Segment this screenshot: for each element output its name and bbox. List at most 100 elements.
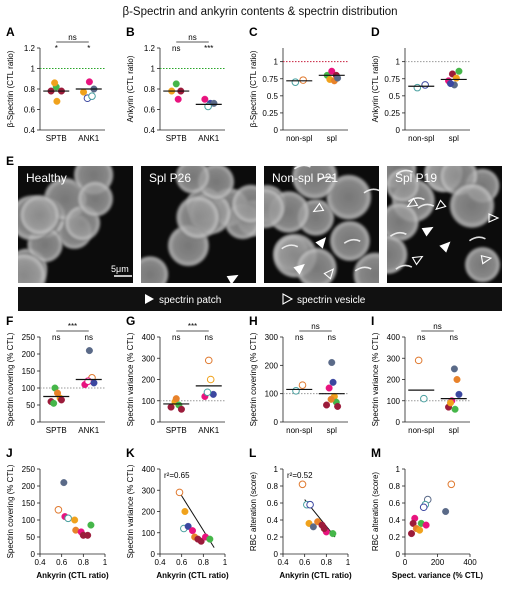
y-tick-label: 0.4 <box>389 516 401 525</box>
y-axis-label: Spectrin variance (% CTL) <box>126 464 135 558</box>
data-point <box>54 506 63 514</box>
legend-patch-label: spectrin patch <box>159 295 221 306</box>
data-point <box>90 379 98 387</box>
data-point <box>174 95 182 103</box>
significance-label: ns <box>295 333 303 342</box>
y-tick-label: 1.2 <box>24 44 36 53</box>
chart-G: G 0 100 200 300 400 Spectrin variance (% CTL) S… <box>126 314 225 435</box>
chart-D: D 0 0.25 0.5 0.75 1 Ankyrin (CTL ratio) non-spl… <box>371 25 470 143</box>
r-squared-annotation: r²=0.52 <box>287 471 313 480</box>
y-tick-label: 150 <box>22 367 36 376</box>
x-category-label: non-spl <box>286 426 312 435</box>
data-point <box>306 500 314 509</box>
spectrin-streak <box>468 236 486 242</box>
data-point <box>175 488 184 497</box>
y-tick-label: 50 <box>26 533 35 542</box>
data-point <box>421 81 429 89</box>
red-blood-cell <box>175 195 221 240</box>
panel-letter-B: B <box>126 25 135 39</box>
figure-title: β-Spectrin and ankyrin contents & spectr… <box>122 6 397 18</box>
panel-letter-L: L <box>249 446 256 460</box>
x-category-label: ANK1 <box>198 426 219 435</box>
y-tick-label: 0.2 <box>267 533 279 542</box>
y-tick-label: 300 <box>142 354 156 363</box>
y-tick-label: 0.25 <box>384 109 400 118</box>
significance-label: *** <box>68 322 77 331</box>
y-tick-label: 0 <box>151 550 156 559</box>
data-point <box>197 537 205 545</box>
scalebar-label: 5μm <box>111 264 129 274</box>
panel-letter-C: C <box>249 25 258 39</box>
panel-letter-E: E <box>6 154 14 168</box>
red-blood-cell <box>231 184 256 224</box>
data-point <box>323 401 331 409</box>
x-category-label: SPTB <box>166 426 187 435</box>
spectrin-streak <box>363 188 379 194</box>
red-blood-cell <box>264 187 286 229</box>
spectrin-streak <box>407 197 425 203</box>
data-point <box>51 79 59 87</box>
panel-letter-J: J <box>6 446 13 460</box>
red-blood-cell <box>19 194 61 236</box>
data-point <box>325 384 333 392</box>
micrograph-3 <box>264 166 379 283</box>
image-label: Spl P26 <box>149 171 191 185</box>
image-label: Healthy <box>26 171 67 185</box>
y-axis-label: Spectrin covering (% CTL) <box>6 332 15 426</box>
spectrin-patch-arrow <box>421 226 434 237</box>
x-axis-label: Ankyrin (CTL ratio) <box>156 571 229 580</box>
y-tick-label: 100 <box>22 516 36 525</box>
y-axis-label: β-Spectrin (CTL ratio) <box>249 50 258 127</box>
y-tick-label: 100 <box>142 529 156 538</box>
spectrin-vesicle-arrow <box>488 213 500 223</box>
data-point <box>452 74 460 82</box>
x-category-label: spl <box>327 426 337 435</box>
y-axis-label: Ankyrin (CTL ratio) <box>371 55 380 122</box>
chart-F: F 0 50 100 150 200 250 Spectrin covering (% CTL… <box>6 314 105 435</box>
y-tick-label: 0.6 <box>144 106 156 115</box>
panel-letter-A: A <box>6 25 15 39</box>
red-blood-cell <box>387 202 420 242</box>
y-tick-label: 1 <box>274 58 279 67</box>
data-point <box>60 479 68 487</box>
x-tick-label: 0.4 <box>277 558 289 567</box>
y-tick-label: 100 <box>387 397 401 406</box>
spectrin-patch-arrow <box>439 241 451 253</box>
data-point <box>206 375 215 384</box>
red-blood-cell <box>464 246 501 283</box>
legend-patch-symbol <box>145 294 154 304</box>
y-tick-label: 400 <box>142 465 156 474</box>
y-tick-label: 200 <box>265 361 279 370</box>
x-axis-label: Spect. variance (% CTL) <box>392 571 483 580</box>
data-point <box>414 356 423 365</box>
y-axis-label: RBC alteration (score) <box>249 472 258 551</box>
y-tick-label: 150 <box>22 499 36 508</box>
panel-letter-D: D <box>371 25 380 39</box>
spectrin-vesicle-arrow <box>435 199 447 211</box>
data-point <box>210 99 218 107</box>
y-tick-label: 100 <box>265 390 279 399</box>
data-point <box>408 530 416 538</box>
y-tick-label: 200 <box>142 508 156 517</box>
image-label: Non-spl P21 <box>272 171 338 185</box>
cells <box>387 166 501 283</box>
x-category-label: ANK1 <box>78 134 99 143</box>
data-point <box>298 381 307 389</box>
significance-label: ns <box>450 333 458 342</box>
data-point <box>413 83 422 92</box>
data-point <box>80 88 88 96</box>
y-tick-label: 0 <box>274 550 279 559</box>
data-point <box>447 480 456 489</box>
chart-H: H 0 100 200 300 Spectrin covering (% CTL) non-… <box>249 314 348 435</box>
y-tick-label: 0 <box>396 550 401 559</box>
spectrin-streak <box>395 264 413 270</box>
significance-label: ns <box>205 333 213 342</box>
spectrin-patch-arrow <box>293 263 305 275</box>
spectrin-vesicle-arrow <box>406 197 419 208</box>
significance-label: ns <box>172 333 180 342</box>
data-point <box>451 405 459 413</box>
spectrin-patch-arrow <box>315 237 327 249</box>
significance-label: ns <box>188 33 196 42</box>
spectrin-vesicle-arrow <box>312 202 325 213</box>
